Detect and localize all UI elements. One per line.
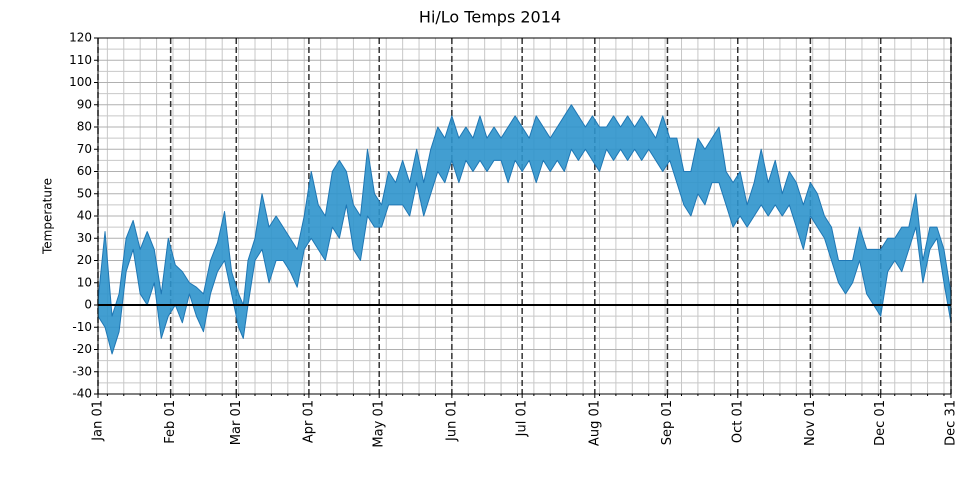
y-tick-label: 40 xyxy=(77,209,92,223)
x-tick-label: Nov 01 xyxy=(803,400,818,446)
y-tick-label: 110 xyxy=(69,53,92,67)
y-tick-label: -10 xyxy=(72,320,92,334)
y-tick-label: 0 xyxy=(84,298,92,312)
y-tick-label: 30 xyxy=(77,231,92,245)
y-tick-label: 60 xyxy=(77,164,92,178)
x-tick-label: Aug 01 xyxy=(587,400,602,446)
y-tick-label: 90 xyxy=(77,97,92,111)
x-tick-label: Mar 01 xyxy=(229,400,244,445)
x-tick-label: Dec 31 xyxy=(944,400,959,446)
plot-frame xyxy=(97,37,952,395)
x-tick-label: Jan 01 xyxy=(91,400,106,442)
y-tick-label: 100 xyxy=(69,75,92,89)
y-axis-label: Temperature xyxy=(41,178,55,255)
x-tick-label: Oct 01 xyxy=(730,400,745,443)
chart-title: Hi/Lo Temps 2014 xyxy=(419,8,561,27)
y-tick-label: -30 xyxy=(72,364,92,378)
x-tick-label: Dec 01 xyxy=(873,400,888,446)
y-tick-label: 70 xyxy=(77,142,92,156)
y-tick-label: -40 xyxy=(72,387,92,401)
y-tick-label: 20 xyxy=(77,253,92,267)
x-tick-label: Jul 01 xyxy=(515,400,530,437)
x-tick-label: Apr 01 xyxy=(301,400,316,443)
x-tick-label: Feb 01 xyxy=(163,400,178,444)
x-tick-label: Sep 01 xyxy=(660,400,675,445)
y-tick-label: 120 xyxy=(69,31,92,45)
y-tick-label: -20 xyxy=(72,342,92,356)
y-tick-label: 10 xyxy=(77,275,92,289)
x-tick-label: May 01 xyxy=(372,400,387,448)
y-tick-label: 50 xyxy=(77,186,92,200)
x-tick-label: Jun 01 xyxy=(444,400,459,442)
y-tick-label: 80 xyxy=(77,120,92,134)
